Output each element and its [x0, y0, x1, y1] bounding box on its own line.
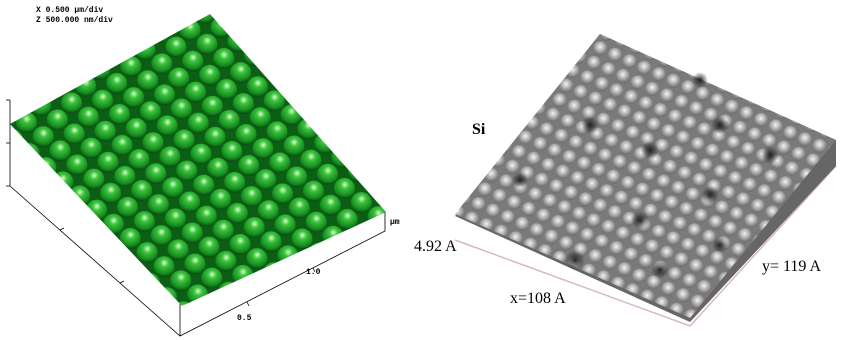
axis-unit: µm [390, 218, 400, 227]
scale-z: Z 500.000 nm/div [36, 16, 113, 25]
green-surface [10, 14, 386, 306]
material-label: Si [472, 121, 486, 138]
x-size-label: x=108 A [510, 290, 566, 307]
right-panel: Si 4.92 A x=108 A y= 119 A [414, 34, 836, 326]
tick-label: 0.5 [237, 314, 252, 323]
gray-surface [455, 34, 836, 318]
left-panel: X 0.500 µm/div Z 500.000 nm/div µm 1.0 0… [6, 6, 400, 336]
height-label: 4.92 A [414, 238, 457, 255]
y-size-label: y= 119 A [762, 258, 822, 275]
page: X 0.500 µm/div Z 500.000 nm/div µm 1.0 0… [0, 0, 842, 340]
figure: X 0.500 µm/div Z 500.000 nm/div µm 1.0 0… [0, 0, 842, 340]
tick-label: 1.0 [306, 268, 321, 277]
scale-x: X 0.500 µm/div [36, 6, 103, 15]
